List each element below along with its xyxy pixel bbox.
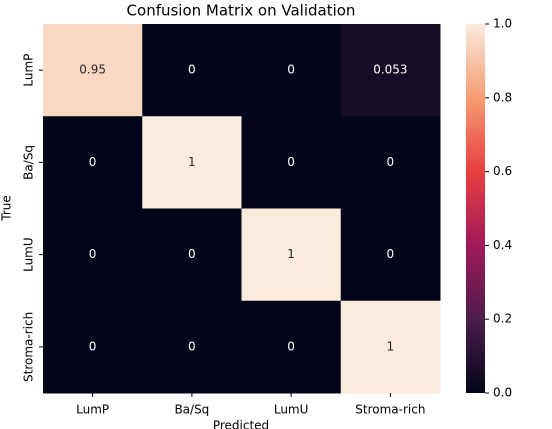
colorbar-tick-label: 0.8 [493, 90, 512, 104]
cell-label: 1 [287, 247, 295, 261]
y-axis-label: True [0, 195, 14, 222]
cell [340, 24, 441, 117]
x-tick-label: Ba/Sq [174, 403, 209, 417]
x-tick-label: Stroma-rich [355, 403, 425, 417]
cell-label: 0 [287, 155, 295, 169]
colorbar-tick-label: 0.2 [493, 312, 512, 326]
cell-label: 0 [188, 247, 196, 261]
x-tick-label: LumP [76, 403, 109, 417]
colorbar-tick-label: 1.0 [493, 17, 512, 31]
cell-label: 1 [387, 339, 395, 353]
cell [43, 208, 143, 302]
cell-label: 0 [188, 63, 196, 77]
cell [241, 116, 342, 209]
y-tick-label: Stroma-rich [22, 312, 36, 382]
cell-label: 0 [89, 339, 97, 353]
cell-label: 1 [188, 155, 196, 169]
cell [43, 24, 143, 117]
cell-label: 0 [387, 155, 395, 169]
chart-title: Confusion Matrix on Validation [127, 2, 356, 20]
cell-label: 0 [188, 339, 196, 353]
colorbar-tick-label: 0.0 [493, 386, 512, 400]
cell-label: 0.95 [79, 63, 106, 77]
x-tick-label: LumU [274, 403, 309, 417]
cell-label: 0 [89, 155, 97, 169]
colorbar-tick-label: 0.4 [493, 238, 512, 252]
colorbar [466, 24, 485, 393]
x-axis-label: Predicted [213, 419, 269, 429]
cell-label: 0 [287, 339, 295, 353]
cell [142, 116, 242, 209]
cell [241, 300, 342, 394]
cell [142, 300, 242, 394]
cell-label: 0.053 [373, 63, 407, 77]
cell-label: 0 [287, 63, 295, 77]
cell [340, 300, 441, 394]
cell [241, 208, 342, 302]
cell [43, 116, 143, 209]
cell [340, 208, 441, 302]
cell [142, 24, 242, 117]
y-tick-label: LumP [22, 54, 36, 87]
cell [340, 116, 441, 209]
cell [142, 208, 242, 302]
cell [43, 300, 143, 394]
y-tick-label: LumU [22, 237, 36, 272]
cell-label: 0 [89, 247, 97, 261]
cell-label: 0 [387, 247, 395, 261]
cell [241, 24, 342, 117]
y-tick-label: Ba/Sq [22, 145, 36, 180]
colorbar-tick-label: 0.6 [493, 164, 512, 178]
